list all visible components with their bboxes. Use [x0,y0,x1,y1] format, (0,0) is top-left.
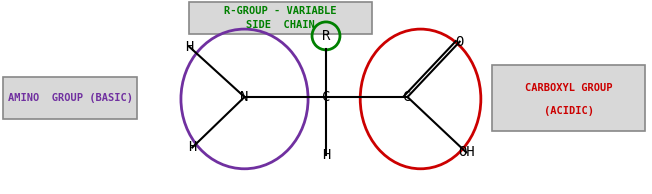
Text: H: H [185,40,193,54]
Text: (ACIDIC): (ACIDIC) [544,106,594,116]
FancyBboxPatch shape [189,2,372,34]
Text: N: N [241,90,248,104]
Text: SIDE  CHAIN: SIDE CHAIN [246,20,315,29]
Text: H: H [322,148,330,162]
Text: R: R [322,29,330,43]
Text: R-GROUP - VARIABLE: R-GROUP - VARIABLE [224,6,336,16]
Text: C: C [404,90,411,104]
FancyBboxPatch shape [3,77,137,119]
Text: C: C [322,90,330,104]
Text: H: H [188,140,196,154]
Text: O: O [456,35,464,49]
Text: AMINO  GROUP (BASIC): AMINO GROUP (BASIC) [8,93,132,103]
Text: OH: OH [458,145,475,159]
FancyBboxPatch shape [492,65,645,131]
Text: CARBOXYL GROUP: CARBOXYL GROUP [525,83,613,93]
